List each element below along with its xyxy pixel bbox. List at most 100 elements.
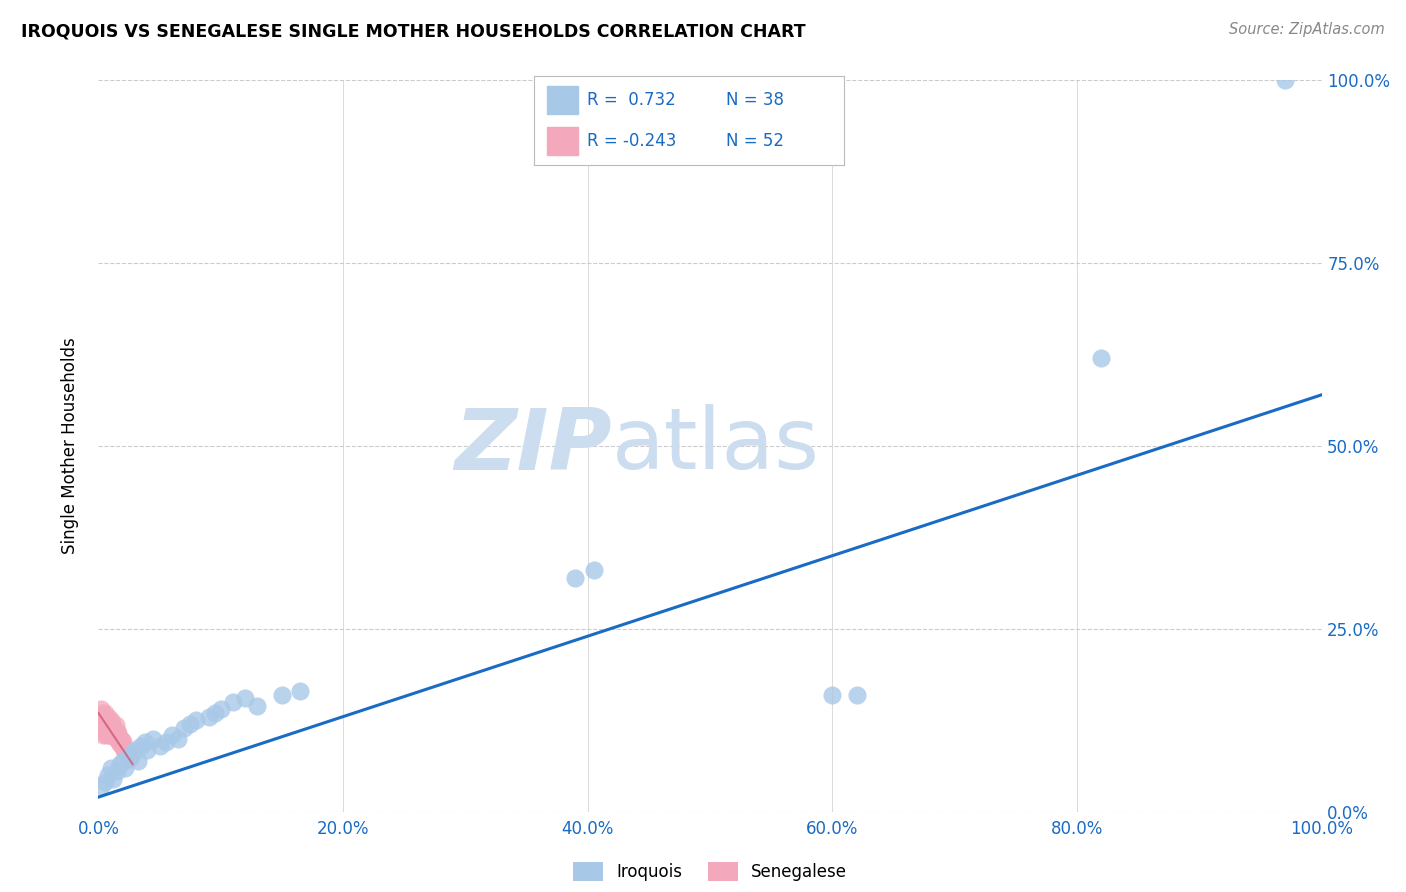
Point [582, 563, 605, 577]
Bar [547, 86, 578, 114]
Point [107, 733, 129, 747]
Point [821, 688, 844, 702]
Point [111, 739, 134, 753]
Bar [547, 127, 578, 155]
Point [290, 684, 312, 698]
Point [93, 706, 115, 720]
Point [100, 761, 122, 775]
Point [112, 742, 135, 756]
Point [105, 724, 128, 739]
Text: IROQUOIS VS SENEGALESE SINGLE MOTHER HOUSEHOLDS CORRELATION CHART: IROQUOIS VS SENEGALESE SINGLE MOTHER HOU… [21, 22, 806, 40]
Text: N = 38: N = 38 [725, 91, 785, 109]
Point [114, 745, 136, 759]
Point [121, 746, 143, 760]
Point [114, 761, 136, 775]
Point [564, 571, 586, 585]
Point [105, 731, 128, 746]
Text: R = -0.243: R = -0.243 [586, 132, 676, 150]
Point [98, 728, 121, 742]
Point [91, 721, 114, 735]
Point [91, 709, 114, 723]
Point [107, 725, 129, 739]
Point [233, 691, 256, 706]
Point [149, 739, 172, 753]
Point [104, 725, 127, 739]
Point [97, 724, 120, 739]
Point [100, 725, 122, 739]
Point [179, 717, 201, 731]
Text: N = 52: N = 52 [725, 132, 785, 150]
Point [118, 749, 141, 764]
Point [160, 728, 183, 742]
Point [97, 717, 120, 731]
Point [1274, 73, 1296, 87]
Point [101, 772, 124, 786]
Point [127, 754, 149, 768]
Point [101, 724, 124, 739]
Point [222, 695, 245, 709]
Point [91, 706, 114, 720]
Text: R =  0.732: R = 0.732 [586, 91, 676, 109]
Point [90, 779, 112, 793]
Point [124, 742, 146, 756]
Y-axis label: Single Mother Households: Single Mother Households [60, 338, 79, 554]
Point [91, 714, 114, 728]
Point [93, 775, 115, 789]
Point [120, 752, 142, 766]
Point [97, 768, 120, 782]
Point [110, 738, 132, 752]
Point [204, 706, 226, 720]
Point [118, 749, 141, 764]
Point [96, 725, 118, 739]
Point [111, 740, 134, 755]
Point [103, 730, 125, 744]
Point [98, 718, 121, 732]
Point [155, 735, 177, 749]
Point [246, 698, 269, 713]
Point [111, 733, 134, 747]
Point [94, 721, 117, 735]
Point [110, 731, 132, 746]
Text: Source: ZipAtlas.com: Source: ZipAtlas.com [1229, 22, 1385, 37]
Point [111, 735, 134, 749]
Point [100, 721, 122, 735]
Point [186, 714, 208, 728]
Text: atlas: atlas [612, 404, 820, 488]
Point [105, 764, 128, 779]
Point [209, 702, 232, 716]
Point [1090, 351, 1112, 366]
Point [89, 709, 111, 723]
Point [270, 688, 294, 702]
Point [101, 721, 124, 735]
Point [173, 721, 195, 735]
Point [90, 714, 112, 728]
Point [101, 717, 124, 731]
Point [117, 747, 139, 762]
Point [108, 735, 131, 749]
Text: ZIP: ZIP [454, 404, 612, 488]
Point [91, 728, 114, 742]
Point [93, 717, 115, 731]
Point [101, 728, 124, 742]
Point [197, 709, 219, 723]
Point [104, 718, 127, 732]
Point [97, 709, 120, 723]
Point [93, 724, 115, 739]
Point [89, 717, 111, 731]
Point [167, 731, 190, 746]
Point [111, 754, 134, 768]
Point [91, 721, 114, 735]
Point [90, 702, 112, 716]
Point [94, 714, 117, 728]
Point [115, 746, 138, 760]
Point [110, 757, 132, 772]
Point [100, 714, 122, 728]
Point [134, 735, 156, 749]
Point [129, 739, 152, 753]
Point [142, 731, 165, 746]
Point [94, 728, 117, 742]
Point [136, 742, 159, 756]
Point [96, 718, 118, 732]
Legend: Iroquois, Senegalese: Iroquois, Senegalese [567, 855, 853, 888]
Point [845, 688, 868, 702]
